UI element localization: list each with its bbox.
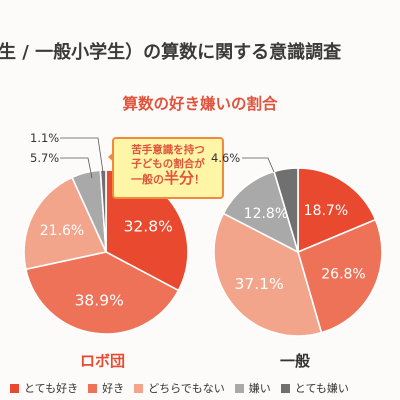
- legend-label-dislike: 嫌い: [248, 382, 271, 395]
- label-robodan-very-dislike: 1.1%: [30, 131, 60, 145]
- pie-label-1-like: 26.8%: [321, 267, 365, 283]
- pie-slice-0-very-dislike: [99, 169, 107, 253]
- legend-swatch-dislike: [234, 383, 244, 393]
- legend-swatch-very-like: [10, 383, 19, 393]
- chart-name-robodan: ロボ団: [80, 352, 126, 370]
- legend: とても好き 好き どちらでもない 嫌い とても嫌い: [10, 380, 400, 396]
- legend-label-very-like: とても好き: [24, 382, 79, 395]
- legend-item-dislike: 嫌い: [234, 380, 271, 396]
- legend-label-like: 好き: [102, 382, 125, 395]
- legend-item-like: 好き: [88, 380, 124, 396]
- callout-line-2: 子どもの割合が: [131, 158, 205, 170]
- label-general-very-dislike: 4.6%: [211, 151, 241, 165]
- legend-swatch-very-dislike: [280, 383, 290, 393]
- leader-line-4-6: [242, 157, 275, 173]
- pie-slice-0-neutral: [23, 176, 108, 271]
- legend-label-very-dislike: とても嫌い: [294, 382, 349, 395]
- pie-label-0-neutral: 21.6%: [40, 223, 84, 239]
- pie-slice-1-neutral: [213, 212, 323, 337]
- legend-item-neutral: どちらでもない: [134, 380, 225, 396]
- leader-line-5-7: [60, 157, 93, 179]
- pie-label-0-like: 38.9%: [75, 292, 124, 310]
- pie-chart-general: 18.7% 26.8% 37.1% 12.8%: [213, 167, 383, 337]
- callout-line-1: 苦手意識を持つ: [131, 144, 205, 156]
- pie-slice-1-like: [297, 218, 383, 334]
- callout-line-3-pre: 一般の: [130, 173, 164, 186]
- callout-emphasis: 半分: [163, 169, 194, 187]
- label-robodan-dislike: 5.7%: [30, 151, 60, 165]
- pie-label-1-neutral: 37.1%: [234, 275, 283, 293]
- chart-name-general: 一般: [280, 352, 311, 370]
- callout-box: 苦手意識を持つ 子どもの割合が 一般の半分！: [112, 137, 224, 199]
- pie-label-0-very-like: 32.8%: [124, 218, 173, 236]
- legend-swatch-like: [88, 383, 98, 393]
- pie-label-1-very-like: 18.7%: [304, 203, 348, 219]
- leader-line-1-1: [60, 137, 104, 173]
- legend-item-very-like: とても好き: [10, 380, 78, 396]
- chart-subtitle: 算数の好き嫌いの割合: [122, 95, 278, 113]
- legend-label-neutral: どちらでもない: [148, 382, 225, 395]
- leader-lines: [60, 137, 275, 179]
- legend-swatch-neutral: [134, 383, 144, 393]
- callout-line-3: 一般の半分！: [114, 171, 222, 187]
- pie-slice-1-very-like: [297, 167, 377, 254]
- page-title: 生 / 一般小学生）の算数に関する意識調査: [0, 42, 342, 63]
- legend-item-very-dislike: とても嫌い: [280, 380, 349, 396]
- pie-slice-0-like: [24, 251, 180, 335]
- pie-label-1-dislike: 12.8%: [244, 206, 288, 222]
- callout-line-3-post: ！: [194, 173, 205, 186]
